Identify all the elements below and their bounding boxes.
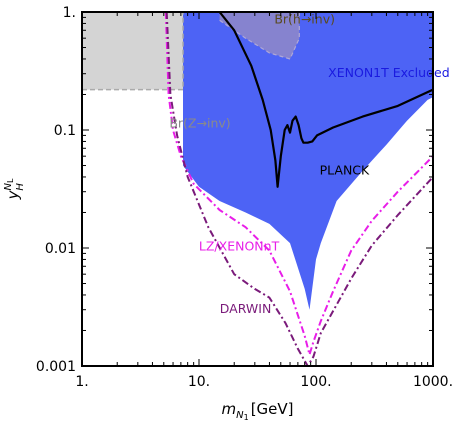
x-axis-title-unit: [GeV] [251,400,294,418]
axis-tick-labels: 1. 10. 100. 1000. 1. 0.1 0.01 0.001 [36,5,453,390]
annotation-br-h-inv: Br(h→inv) [274,11,335,26]
annotation-xenon1t-excluded: XENON1T Excluded [328,65,449,80]
curve-lz-xenonnt [164,11,434,356]
curve-darwin [165,11,434,367]
y-axis-title-supsub: L [6,178,15,183]
x-tick-label: 10. [188,374,210,390]
y-axis-title-sub: H [15,183,26,191]
x-axis-title-subsub: 1 [244,413,249,422]
region-boundaries [82,12,300,91]
y-tick-label: 0.01 [45,241,76,257]
region-br-z-inv [82,12,183,90]
curve-annotations: Br(h→inv) XENON1T Excluded Br(Z→inv) PLANCK… [169,11,449,316]
x-axis-title: mN1 [GeV] [221,400,293,422]
y-axis-title: yNLH [3,178,26,200]
plot-frame [81,11,434,367]
br-h-boundary [219,12,300,60]
x-axis-title-sub: N [236,410,244,421]
y-tick-label: 0.001 [36,359,76,375]
annotation-planck: PLANCK [320,162,370,177]
y-axis-title-sup: N [3,183,14,191]
annotation-lz-xenonnt: LZ/XENONnT [199,239,280,254]
limit-curves [164,11,434,367]
region-br-h-inv [219,12,300,59]
annotation-br-z-inv: Br(Z→inv) [169,115,230,130]
x-tick-label: 100. [300,374,331,390]
y-axis-title-main: y [4,189,22,200]
y-tick-label: 0.1 [54,123,76,139]
curve-planck [218,11,434,188]
annotation-darwin: DARWIN [220,301,272,316]
axis-ticks [81,12,433,367]
y-tick-label: 1. [63,5,76,21]
region-xenon1t-excluded [183,12,433,310]
br-z-boundary [82,12,184,91]
exclusion-regions [82,12,433,310]
x-tick-label: 1. [75,374,88,390]
x-tick-label: 1000. [413,374,453,390]
x-axis-title-main: m [221,400,236,418]
